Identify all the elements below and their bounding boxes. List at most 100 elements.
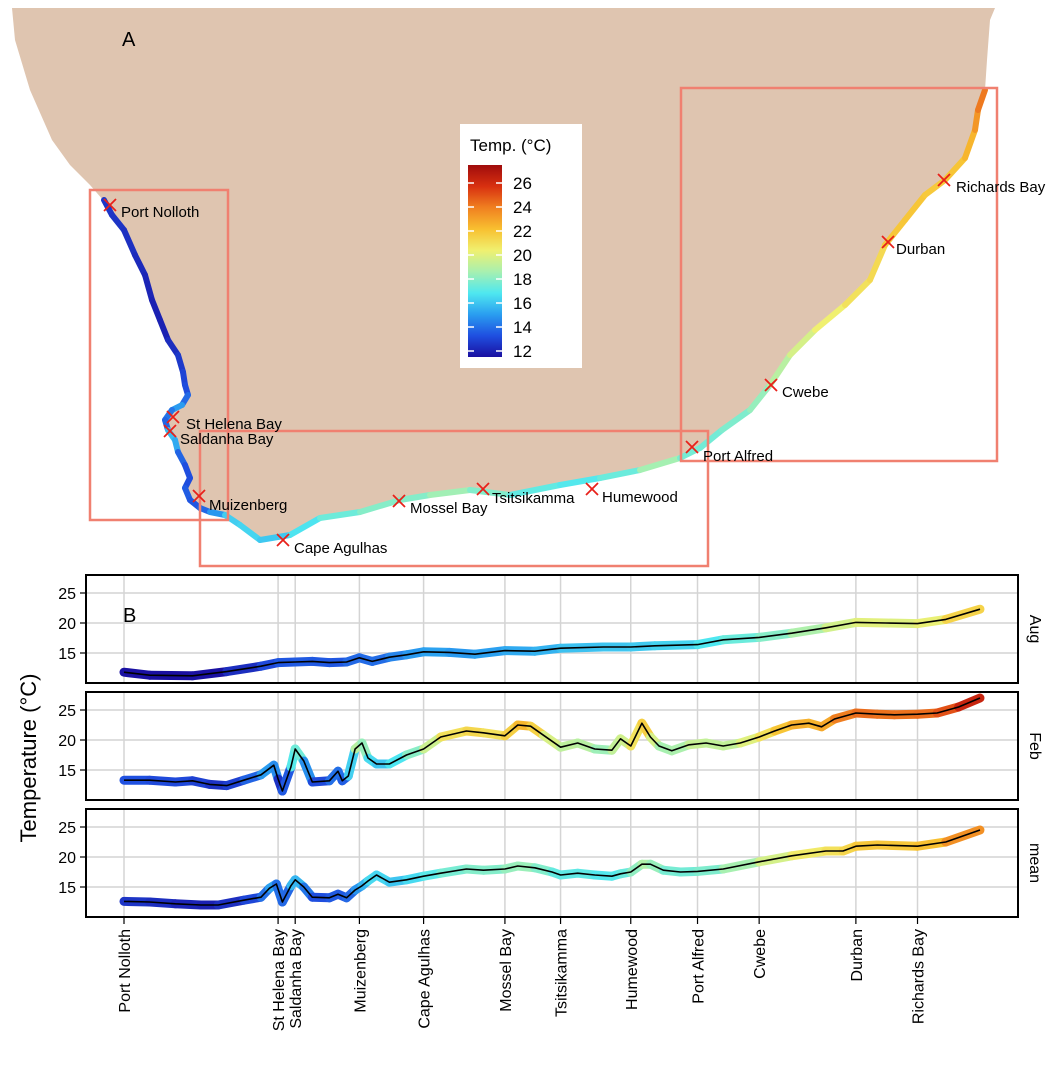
site-marker: St Helena Bay bbox=[166, 410, 282, 433]
y-axis-label: Temperature (°C) bbox=[16, 674, 41, 843]
coast-segment bbox=[132, 252, 148, 278]
temperature-chart-panel: Temperature (°C) 15 20 25 Aug 15 20 25 Feb 15 20 2… bbox=[16, 574, 1043, 1031]
coast-segment bbox=[867, 242, 888, 283]
y-tick-label: 20 bbox=[58, 850, 76, 867]
legend-tick-label: 22 bbox=[513, 222, 532, 241]
coast-segment bbox=[597, 467, 643, 481]
facet-strip-label: Aug bbox=[1026, 615, 1043, 643]
site-cross bbox=[881, 235, 895, 249]
coast-segment bbox=[142, 272, 155, 303]
temperature-series-line bbox=[123, 829, 981, 906]
temperature-series-line bbox=[123, 608, 981, 677]
x-tick-label: Port Nolloth bbox=[117, 929, 134, 1013]
legend-title: Temp. (°C) bbox=[470, 136, 551, 155]
x-axis-ticks: Port Nolloth St Helena Bay Saldanha Bay Mui… bbox=[117, 917, 928, 1031]
site-cross bbox=[163, 424, 177, 438]
coast-segment bbox=[697, 427, 725, 451]
site-marker: Durban bbox=[881, 235, 945, 258]
site-marker: Mossel Bay bbox=[392, 494, 488, 517]
coast-segment bbox=[787, 327, 818, 358]
y-tick-label: 20 bbox=[58, 616, 76, 633]
region-boxes bbox=[88, 86, 999, 568]
coast-segment bbox=[165, 337, 181, 358]
site-cross bbox=[476, 482, 490, 496]
site-label: Humewood bbox=[602, 489, 678, 506]
facet-frame bbox=[85, 808, 1019, 918]
legend-tick-label: 12 bbox=[513, 342, 532, 361]
site-cross bbox=[392, 494, 406, 508]
site-label: Port Alfred bbox=[703, 448, 773, 465]
coast-segment bbox=[507, 482, 563, 498]
coast-segment bbox=[972, 107, 981, 133]
legend-tick-label: 18 bbox=[513, 270, 532, 289]
coast-segment bbox=[237, 522, 263, 543]
site-marker: Port Nolloth bbox=[103, 198, 199, 221]
site-marker: Humewood bbox=[585, 482, 678, 506]
site-label: Richards Bay bbox=[956, 179, 1046, 196]
site-cross bbox=[937, 173, 951, 187]
site-cross bbox=[192, 489, 206, 503]
coast-segment bbox=[467, 487, 513, 498]
coast-segment bbox=[975, 87, 988, 113]
site-label: St Helena Bay bbox=[186, 416, 282, 433]
y-tick-label: 20 bbox=[58, 733, 76, 750]
y-tick-label: 15 bbox=[58, 646, 76, 663]
site-marker: Cwebe bbox=[764, 378, 829, 401]
legend-tick-label: 16 bbox=[513, 294, 532, 313]
x-tick-label: Durban bbox=[849, 929, 866, 981]
site-marker: Muizenberg bbox=[192, 489, 287, 514]
facet-Aug: 15 20 25 Aug bbox=[58, 574, 1043, 684]
x-tick-label: Cwebe bbox=[752, 929, 769, 979]
x-tick-label: Humewood bbox=[624, 929, 641, 1010]
coast-segment bbox=[287, 515, 323, 538]
legend-ticks: 26 24 22 20 18 16 14 12 bbox=[468, 174, 532, 361]
panel-b-label: B bbox=[123, 605, 136, 627]
site-cross bbox=[166, 410, 180, 424]
x-tick-label: Tsitsikamma bbox=[554, 929, 571, 1017]
temperature-series-line bbox=[124, 697, 981, 792]
coast-segment bbox=[767, 352, 793, 388]
facet-strip-label: Feb bbox=[1026, 732, 1043, 760]
legend-tick-label: 24 bbox=[513, 198, 532, 217]
west-coast-box bbox=[88, 188, 230, 522]
temperature-legend: Temp. (°C) 26 24 22 20 18 16 14 12 bbox=[460, 124, 582, 368]
site-label: Muizenberg bbox=[209, 497, 287, 514]
site-marker: Port Alfred bbox=[685, 440, 773, 465]
site-label: Tsitsikamma bbox=[492, 490, 575, 507]
legend-tick-label: 14 bbox=[513, 318, 532, 337]
site-label: Cwebe bbox=[782, 384, 829, 401]
facet-Feb: 15 20 25 Feb bbox=[58, 691, 1043, 801]
coast-segment bbox=[962, 127, 978, 161]
site-label: Cape Agulhas bbox=[294, 540, 387, 557]
coast-segment bbox=[157, 317, 171, 343]
x-tick-label: Mossel Bay bbox=[498, 929, 515, 1012]
east-coast-box bbox=[679, 86, 999, 463]
facets: 15 20 25 Aug 15 20 25 Feb 15 20 25 mean bbox=[58, 574, 1043, 918]
y-tick-label: 25 bbox=[58, 703, 76, 720]
coast-segment bbox=[121, 227, 138, 258]
legend-colorbar bbox=[468, 165, 502, 357]
panel-a-label: A bbox=[122, 29, 136, 51]
coast-segment bbox=[719, 407, 753, 433]
site-label: Port Nolloth bbox=[121, 204, 199, 221]
site-cross bbox=[103, 198, 117, 212]
facet-frame bbox=[85, 691, 1019, 801]
site-marker: Richards Bay bbox=[937, 173, 1046, 196]
coast-segment bbox=[357, 497, 403, 515]
site-label: Durban bbox=[896, 241, 945, 258]
x-tick-label: St Helena Bay bbox=[271, 929, 288, 1031]
site-cross bbox=[685, 440, 699, 454]
site-marker: Saldanha Bay bbox=[163, 424, 274, 448]
coast-segment bbox=[637, 455, 683, 473]
coast-segment bbox=[677, 445, 703, 461]
site-cross bbox=[276, 533, 290, 547]
facet-strip-label: mean bbox=[1026, 843, 1043, 883]
y-tick-label: 25 bbox=[58, 820, 76, 837]
coast-segment bbox=[812, 302, 848, 333]
site-marker: Cape Agulhas bbox=[276, 533, 387, 557]
y-tick-label: 15 bbox=[58, 880, 76, 897]
coast-segment bbox=[257, 532, 293, 543]
